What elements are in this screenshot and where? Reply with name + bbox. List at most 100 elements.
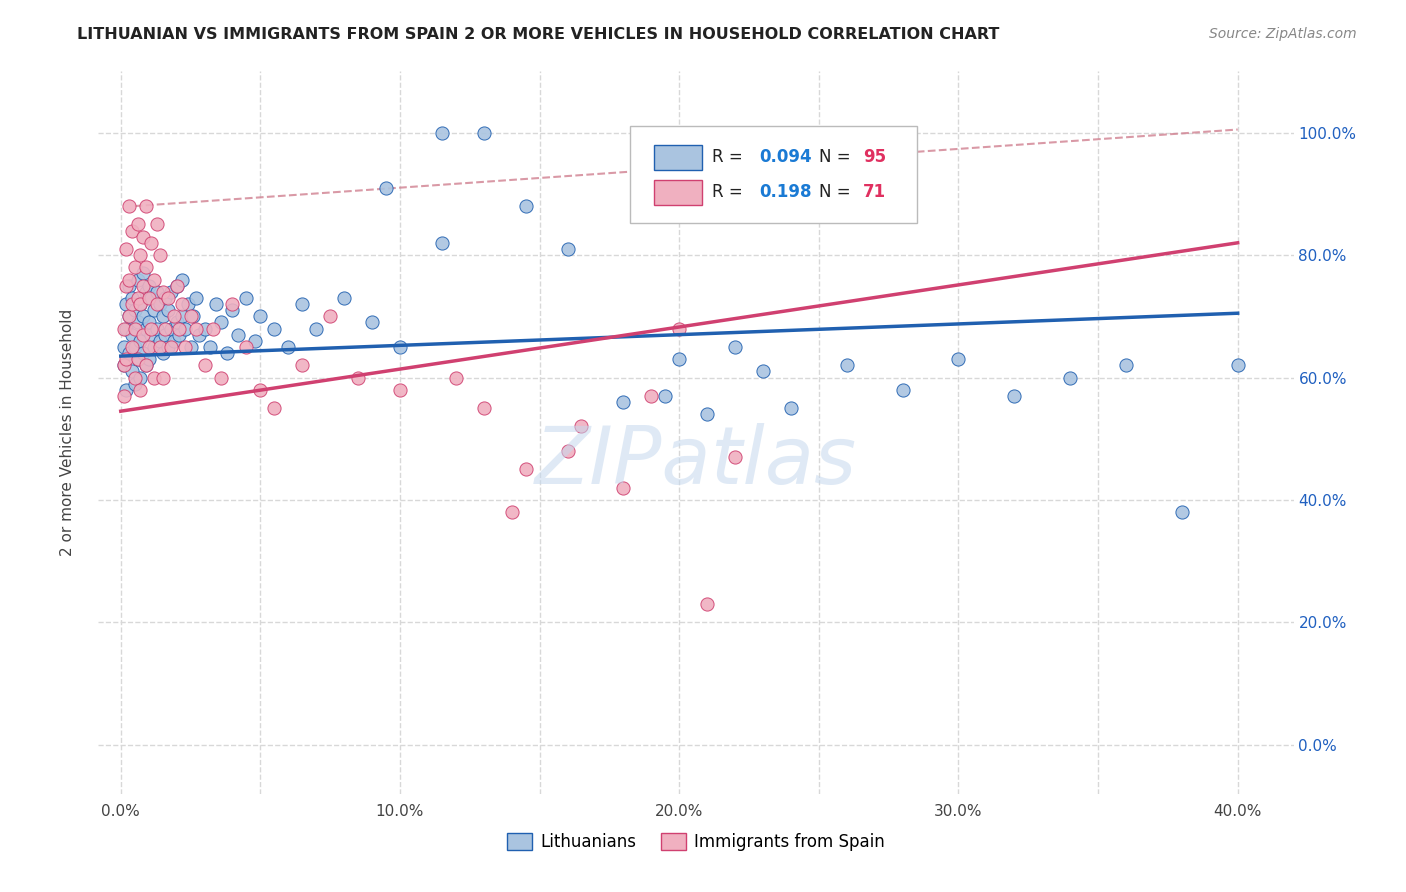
Point [135, 358, 157, 372]
Point [127, 272, 149, 286]
Point [235, 291, 257, 305]
Text: R =: R = [711, 183, 748, 201]
Point [124, 340, 146, 354]
Point [118, 272, 141, 286]
Point [163, 310, 186, 324]
Point [263, 321, 285, 335]
Point [169, 327, 191, 342]
Point [198, 340, 221, 354]
Point [152, 310, 174, 324]
Point [430, 235, 453, 250]
Point [375, 180, 398, 194]
Point [430, 126, 453, 140]
Point [215, 346, 238, 360]
Point [152, 370, 174, 384]
Point [180, 310, 202, 324]
Point [118, 346, 141, 360]
Point [132, 229, 155, 244]
Point [640, 389, 662, 403]
Point [132, 310, 155, 324]
Point [291, 358, 314, 372]
Point [141, 235, 163, 250]
FancyBboxPatch shape [654, 145, 702, 170]
Point [143, 370, 166, 384]
Point [124, 303, 146, 318]
Point [174, 321, 197, 335]
Point [221, 303, 243, 318]
Point [112, 358, 135, 372]
Point [138, 340, 160, 354]
Point [1059, 370, 1081, 384]
Point [129, 383, 152, 397]
Point [112, 340, 135, 354]
Point [235, 340, 257, 354]
Point [183, 310, 205, 324]
Point [135, 358, 157, 372]
Point [724, 340, 747, 354]
Point [835, 358, 858, 372]
Point [121, 340, 143, 354]
Point [118, 310, 141, 324]
Point [121, 291, 143, 305]
Point [129, 297, 152, 311]
Point [135, 321, 157, 335]
Point [138, 291, 160, 305]
Text: 95: 95 [863, 147, 886, 166]
Point [149, 334, 172, 348]
Point [124, 370, 146, 384]
Point [1115, 358, 1137, 372]
Point [115, 383, 138, 397]
Point [143, 340, 166, 354]
Point [129, 370, 152, 384]
Point [149, 340, 172, 354]
Point [141, 291, 163, 305]
Point [135, 285, 157, 299]
Point [132, 278, 155, 293]
Point [174, 340, 197, 354]
Point [243, 334, 266, 348]
Point [127, 315, 149, 329]
Point [472, 126, 495, 140]
Point [571, 419, 593, 434]
Point [124, 321, 146, 335]
Point [115, 321, 138, 335]
Point [177, 297, 200, 311]
Point [780, 401, 803, 416]
Point [160, 285, 183, 299]
Point [129, 297, 152, 311]
Text: R =: R = [711, 147, 748, 166]
Point [115, 352, 138, 367]
Point [305, 321, 328, 335]
Point [157, 340, 180, 354]
Point [696, 407, 718, 421]
Point [277, 340, 299, 354]
Point [557, 444, 579, 458]
Legend: Lithuanians, Immigrants from Spain: Lithuanians, Immigrants from Spain [501, 826, 891, 858]
Point [146, 297, 169, 311]
Point [172, 297, 194, 311]
Point [515, 199, 537, 213]
Point [132, 267, 155, 281]
Point [724, 450, 747, 464]
Point [118, 278, 141, 293]
Point [172, 310, 194, 324]
Text: 71: 71 [863, 183, 886, 201]
Point [124, 376, 146, 391]
Point [143, 303, 166, 318]
Point [752, 364, 775, 378]
Point [115, 297, 138, 311]
Point [155, 327, 177, 342]
Point [124, 260, 146, 275]
Point [115, 242, 138, 256]
Point [115, 278, 138, 293]
Text: LITHUANIAN VS IMMIGRANTS FROM SPAIN 2 OR MORE VEHICLES IN HOUSEHOLD CORRELATION : LITHUANIAN VS IMMIGRANTS FROM SPAIN 2 OR… [77, 27, 1000, 42]
Y-axis label: 2 or more Vehicles in Household: 2 or more Vehicles in Household [60, 309, 75, 557]
Point [127, 291, 149, 305]
Text: N =: N = [820, 147, 856, 166]
Point [654, 389, 676, 403]
Text: Source: ZipAtlas.com: Source: ZipAtlas.com [1209, 27, 1357, 41]
Point [118, 310, 141, 324]
Point [209, 315, 232, 329]
Point [180, 340, 202, 354]
Point [118, 199, 141, 213]
